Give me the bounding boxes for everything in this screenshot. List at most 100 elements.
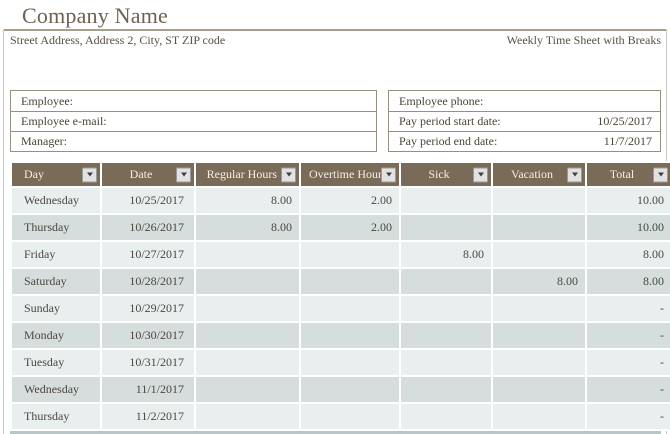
cell-total[interactable]: - bbox=[587, 377, 670, 402]
cell-regular-hours[interactable] bbox=[196, 377, 299, 402]
pay-period-end-field[interactable]: 11/7/2017 bbox=[603, 134, 652, 148]
cell-sick[interactable] bbox=[401, 377, 491, 402]
cell-date[interactable]: 10/26/2017 bbox=[102, 215, 194, 240]
cell-regular-hours[interactable] bbox=[196, 269, 299, 294]
cell-vacation[interactable] bbox=[493, 377, 585, 402]
cell-total[interactable]: 8.00 bbox=[587, 242, 670, 267]
manager-field[interactable] bbox=[348, 135, 368, 149]
pay-period-info-box: Employee phone: Pay period start date: 1… bbox=[388, 90, 661, 152]
cell-total[interactable]: 8.00 bbox=[587, 269, 670, 294]
table-row: Tuesday 10/31/2017 - bbox=[12, 350, 670, 375]
cell-sick[interactable] bbox=[401, 404, 491, 429]
cell-date[interactable]: 10/27/2017 bbox=[102, 242, 194, 267]
cell-overtime-hours[interactable] bbox=[301, 269, 399, 294]
cell-day[interactable]: Thursday bbox=[12, 404, 100, 429]
cell-overtime-hours[interactable] bbox=[301, 404, 399, 429]
column-label: Vacation bbox=[511, 167, 553, 181]
cell-date[interactable]: 10/30/2017 bbox=[102, 323, 194, 348]
pay-period-start-field[interactable]: 10/25/2017 bbox=[597, 114, 652, 128]
cell-overtime-hours[interactable]: 2.00 bbox=[301, 215, 399, 240]
cell-vacation[interactable]: 8.00 bbox=[493, 269, 585, 294]
table-header-row: Day Date Regular Hours Overtime Hours Si… bbox=[12, 163, 670, 186]
cell-regular-hours[interactable] bbox=[196, 296, 299, 321]
table-row: Monday 10/30/2017 - bbox=[12, 323, 670, 348]
table-row: Saturday 10/28/2017 8.00 8.00 bbox=[12, 269, 670, 294]
cell-vacation[interactable] bbox=[493, 323, 585, 348]
cell-date[interactable]: 10/28/2017 bbox=[102, 269, 194, 294]
employee-phone-field[interactable] bbox=[632, 94, 652, 108]
cell-total[interactable]: - bbox=[587, 296, 670, 321]
chevron-down-icon bbox=[86, 172, 93, 177]
cell-sick[interactable] bbox=[401, 296, 491, 321]
cell-overtime-hours[interactable] bbox=[301, 350, 399, 375]
partial-next-row bbox=[10, 431, 661, 434]
table-row: Thursday 10/26/2017 8.00 2.00 10.00 bbox=[12, 215, 670, 240]
column-label: Total bbox=[609, 167, 635, 181]
cell-total[interactable]: - bbox=[587, 323, 670, 348]
filter-button-total[interactable] bbox=[653, 167, 668, 182]
cell-overtime-hours[interactable]: 2.00 bbox=[301, 188, 399, 213]
cell-date[interactable]: 10/25/2017 bbox=[102, 188, 194, 213]
cell-vacation[interactable] bbox=[493, 242, 585, 267]
cell-vacation[interactable] bbox=[493, 296, 585, 321]
cell-day[interactable]: Tuesday bbox=[12, 350, 100, 375]
cell-sick[interactable] bbox=[401, 350, 491, 375]
filter-button-overtime-hours[interactable] bbox=[381, 167, 396, 182]
cell-sick[interactable] bbox=[401, 188, 491, 213]
employee-email-field[interactable] bbox=[348, 115, 368, 129]
timesheet-table: Day Date Regular Hours Overtime Hours Si… bbox=[10, 161, 670, 431]
chevron-down-icon bbox=[657, 172, 664, 177]
cell-day[interactable]: Wednesday bbox=[12, 377, 100, 402]
filter-button-regular-hours[interactable] bbox=[281, 167, 296, 182]
cell-regular-hours[interactable] bbox=[196, 404, 299, 429]
cell-regular-hours[interactable] bbox=[196, 350, 299, 375]
column-header-day: Day bbox=[12, 163, 100, 186]
cell-day[interactable]: Wednesday bbox=[12, 188, 100, 213]
cell-overtime-hours[interactable] bbox=[301, 242, 399, 267]
cell-total[interactable]: 10.00 bbox=[587, 215, 670, 240]
cell-vacation[interactable] bbox=[493, 350, 585, 375]
table-row: Thursday 11/2/2017 - bbox=[12, 404, 670, 429]
cell-regular-hours[interactable] bbox=[196, 323, 299, 348]
cell-date[interactable]: 10/29/2017 bbox=[102, 296, 194, 321]
cell-day[interactable]: Thursday bbox=[12, 215, 100, 240]
cell-sick[interactable] bbox=[401, 215, 491, 240]
employee-email-label: Employee e-mail: bbox=[21, 114, 107, 128]
cell-vacation[interactable] bbox=[493, 215, 585, 240]
employee-field[interactable] bbox=[348, 94, 368, 108]
timesheet-body: Wednesday 10/25/2017 8.00 2.00 10.00 Thu… bbox=[12, 188, 670, 429]
cell-total[interactable]: - bbox=[587, 404, 670, 429]
cell-overtime-hours[interactable] bbox=[301, 323, 399, 348]
cell-date[interactable]: 11/1/2017 bbox=[102, 377, 194, 402]
cell-sick[interactable] bbox=[401, 269, 491, 294]
filter-button-date[interactable] bbox=[176, 167, 191, 182]
cell-vacation[interactable] bbox=[493, 404, 585, 429]
filter-button-day[interactable] bbox=[82, 167, 97, 182]
cell-total[interactable]: 10.00 bbox=[587, 188, 670, 213]
cell-sick[interactable]: 8.00 bbox=[401, 242, 491, 267]
info-section: Employee: Employee e-mail: Manager: Empl… bbox=[10, 90, 661, 152]
cell-day[interactable]: Saturday bbox=[12, 269, 100, 294]
cell-regular-hours[interactable]: 8.00 bbox=[196, 215, 299, 240]
cell-day[interactable]: Friday bbox=[12, 242, 100, 267]
cell-total[interactable]: - bbox=[587, 350, 670, 375]
filter-button-vacation[interactable] bbox=[567, 167, 582, 182]
filter-button-sick[interactable] bbox=[473, 167, 488, 182]
cell-day[interactable]: Sunday bbox=[12, 296, 100, 321]
cell-regular-hours[interactable] bbox=[196, 242, 299, 267]
table-row: Wednesday 11/1/2017 - bbox=[12, 377, 670, 402]
manager-label: Manager: bbox=[21, 134, 67, 148]
company-address: Street Address, Address 2, City, ST ZIP … bbox=[10, 33, 226, 47]
cell-date[interactable]: 11/2/2017 bbox=[102, 404, 194, 429]
cell-overtime-hours[interactable] bbox=[301, 296, 399, 321]
sheet-title: Weekly Time Sheet with Breaks bbox=[506, 33, 661, 47]
cell-overtime-hours[interactable] bbox=[301, 377, 399, 402]
cell-vacation[interactable] bbox=[493, 188, 585, 213]
employee-phone-label: Employee phone: bbox=[399, 93, 484, 108]
cell-regular-hours[interactable]: 8.00 bbox=[196, 188, 299, 213]
cell-sick[interactable] bbox=[401, 323, 491, 348]
column-header-overtime-hours: Overtime Hours bbox=[301, 163, 399, 186]
cell-date[interactable]: 10/31/2017 bbox=[102, 350, 194, 375]
cell-day[interactable]: Monday bbox=[12, 323, 100, 348]
